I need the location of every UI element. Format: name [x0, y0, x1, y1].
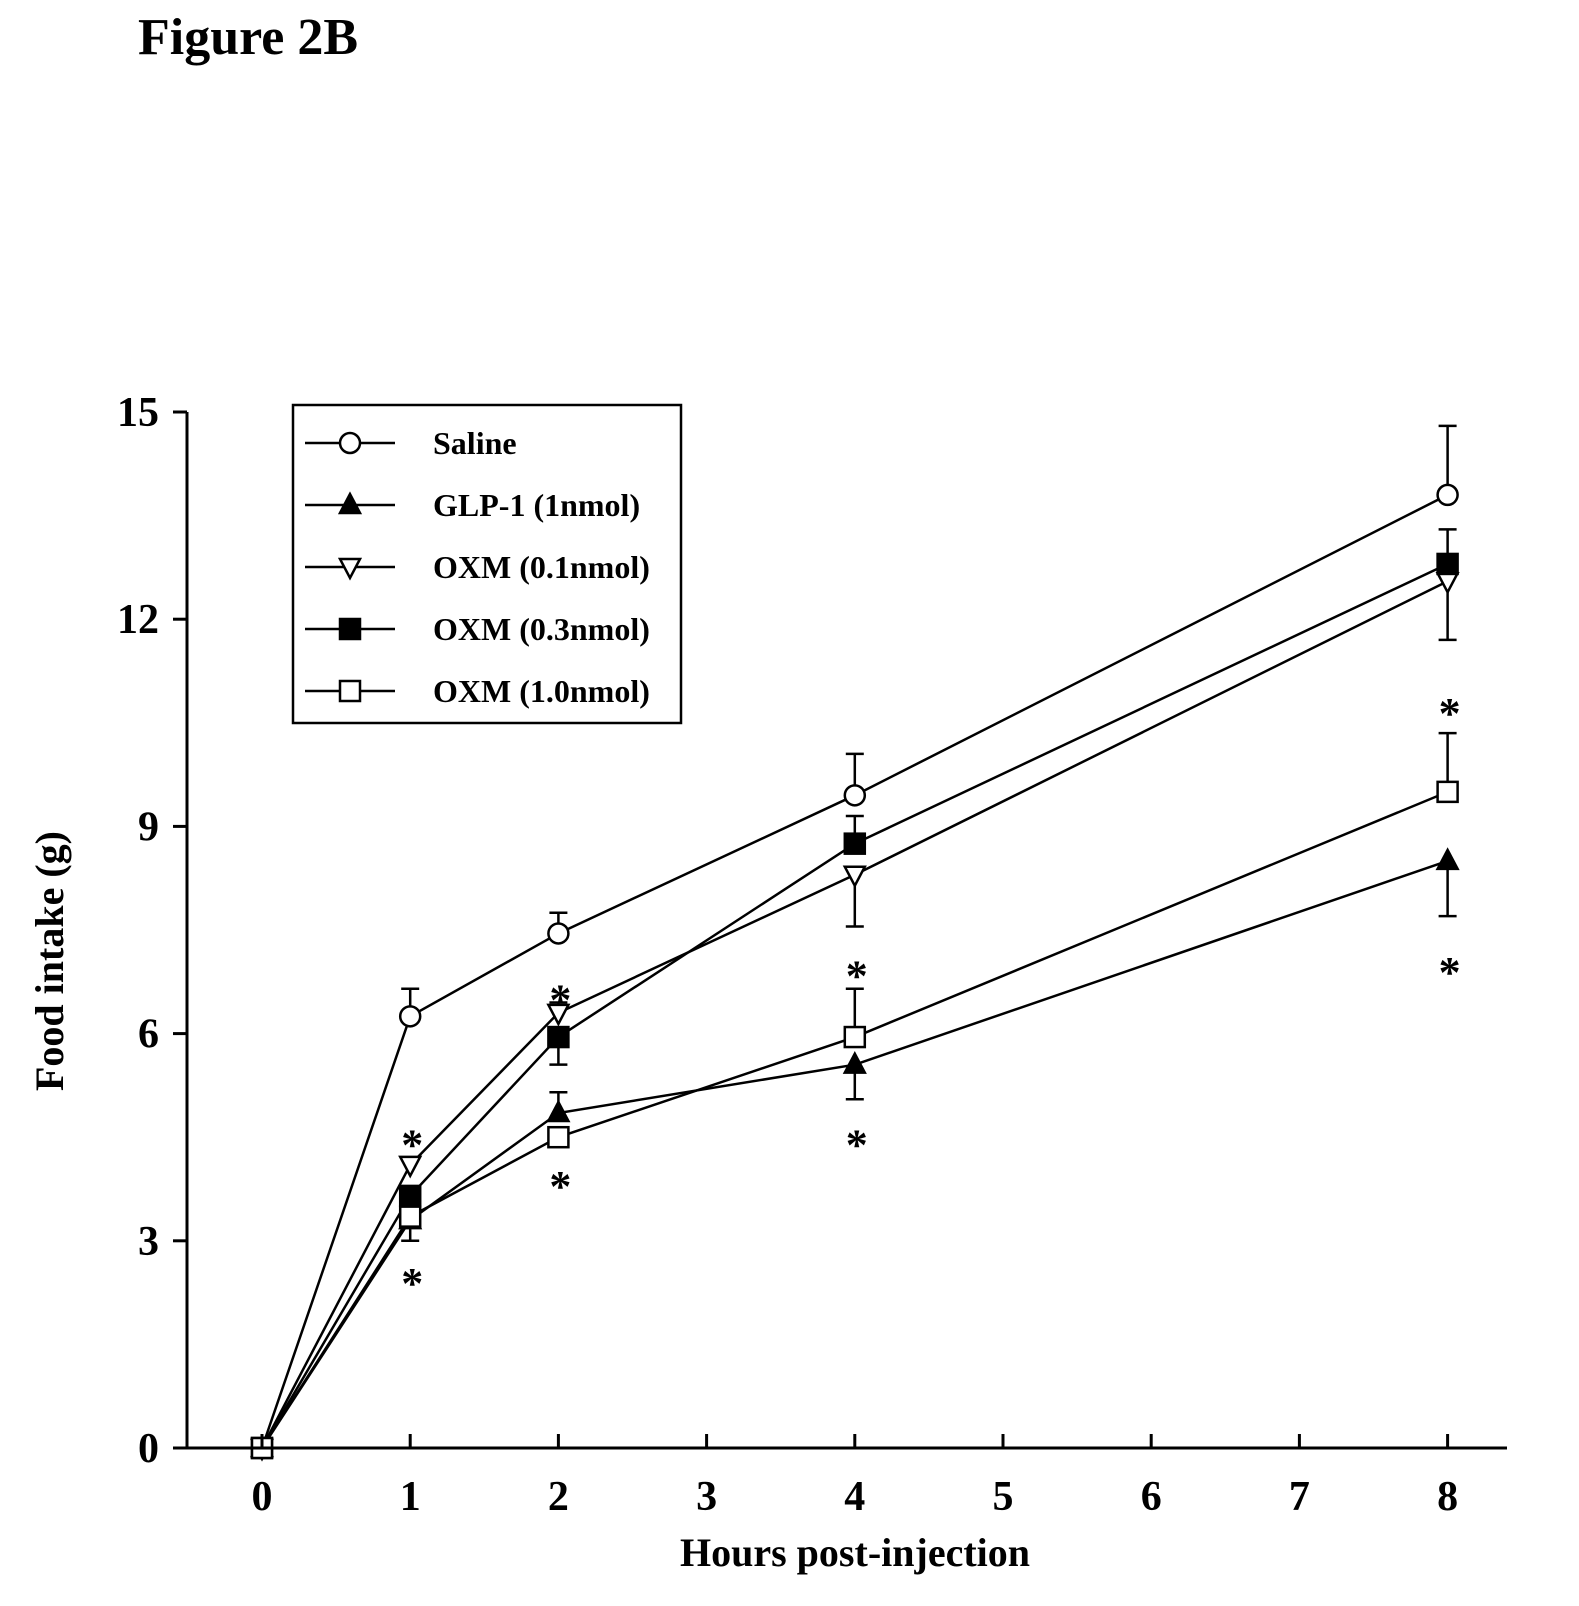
significance-asterisk: * — [401, 1259, 423, 1308]
data-point-marker — [548, 1127, 568, 1147]
legend-label: OXM (0.1nmol) — [433, 549, 650, 585]
y-tick-label: 15 — [117, 390, 159, 436]
data-point-marker — [845, 834, 865, 854]
x-tick-label: 0 — [252, 1474, 273, 1520]
x-tick-label: 3 — [696, 1474, 717, 1520]
y-tick-label: 3 — [138, 1219, 159, 1265]
significance-asterisk: * — [846, 952, 868, 1001]
legend-label: GLP-1 (1nmol) — [433, 487, 640, 523]
significance-asterisk: * — [1439, 948, 1461, 997]
y-tick-label: 6 — [138, 1012, 159, 1058]
x-tick-label: 6 — [1141, 1474, 1162, 1520]
significance-asterisk: * — [1439, 689, 1461, 738]
legend: Saline GLP-1 (1nmol) OXM (0.1nmol) OXM (0.3… — [293, 405, 681, 723]
x-tick-label: 4 — [844, 1474, 865, 1520]
x-tick-label: 8 — [1437, 1474, 1458, 1520]
significance-annotations: * * * * * * * * — [401, 689, 1460, 1308]
y-tick-label: 9 — [138, 804, 159, 850]
data-point-marker — [1438, 782, 1458, 802]
data-point-marker — [400, 1186, 420, 1206]
significance-asterisk: * — [401, 1121, 423, 1170]
x-tick-label: 2 — [548, 1474, 569, 1520]
data-point-marker — [845, 867, 865, 886]
data-point-marker — [548, 923, 568, 943]
data-point-marker — [1438, 554, 1458, 574]
y-axis-label: Food intake (g) — [27, 831, 72, 1091]
data-point-marker — [400, 1006, 420, 1026]
legend-label: Saline — [433, 425, 517, 461]
data-point-marker — [1438, 573, 1458, 592]
legend-marker — [340, 681, 360, 701]
x-tick-label: 1 — [400, 1474, 421, 1520]
y-tick-label: 0 — [138, 1426, 159, 1472]
legend-marker — [340, 619, 360, 639]
data-point-marker — [1438, 850, 1458, 869]
y-tick-label: 12 — [117, 597, 159, 643]
legend-marker — [340, 433, 360, 453]
significance-asterisk: * — [549, 1162, 571, 1211]
x-tick-label: 5 — [993, 1474, 1014, 1520]
significance-asterisk: * — [846, 1121, 868, 1170]
significance-asterisk: * — [549, 976, 571, 1025]
data-point-marker — [548, 1027, 568, 1047]
data-point-marker — [1438, 485, 1458, 505]
data-point-marker — [400, 1207, 420, 1227]
data-point-marker — [845, 785, 865, 805]
legend-label: OXM (0.3nmol) — [433, 611, 650, 647]
data-point-marker — [845, 1027, 865, 1047]
x-tick-label: 7 — [1289, 1474, 1310, 1520]
x-axis-label: Hours post-injection — [680, 1530, 1030, 1575]
legend-label: OXM (1.0nmol) — [433, 673, 650, 709]
